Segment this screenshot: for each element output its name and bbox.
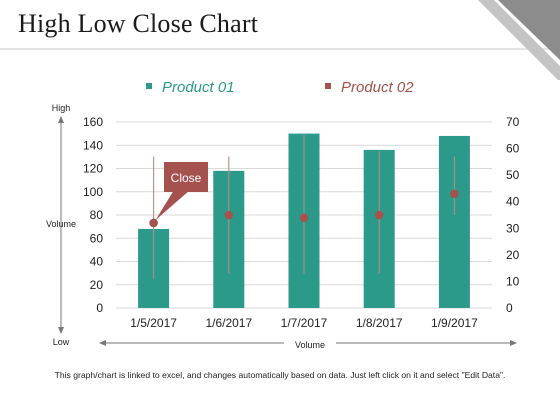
x-tick-label: 1/7/2017 bbox=[281, 316, 328, 330]
y-left-tick-label: 80 bbox=[90, 208, 104, 222]
y-right-tick-label: 70 bbox=[506, 115, 520, 129]
x-tick-label: 1/6/2017 bbox=[205, 316, 252, 330]
x-tick-label: 1/9/2017 bbox=[431, 316, 478, 330]
title-band: High Low Close Chart bbox=[0, 0, 560, 50]
left-axis-bottom-label: Low bbox=[53, 337, 70, 347]
close-marker bbox=[224, 210, 234, 220]
legend-label-product-01: Product 01 bbox=[162, 79, 235, 96]
bottom-axis-arrow-left bbox=[99, 340, 106, 346]
y-right-tick-label: 40 bbox=[506, 195, 520, 209]
y-right-tick-label: 10 bbox=[506, 274, 520, 288]
left-axis-arrow-bottom bbox=[58, 327, 64, 334]
x-tick-label: 1/5/2017 bbox=[130, 316, 177, 330]
y-right-tick-label: 0 bbox=[506, 301, 513, 315]
close-marker bbox=[374, 210, 384, 220]
y-left-tick-label: 20 bbox=[90, 278, 104, 292]
high-low-close-chart: 0 20 40 60 80 100 120 140 160 0 10 20 30 40 50 60 70 1/5/… bbox=[46, 79, 520, 350]
y-left-tick-label: 120 bbox=[83, 162, 103, 176]
y-left-tick-label: 160 bbox=[83, 115, 103, 129]
close-marker bbox=[299, 213, 309, 222]
x-tick-label: 1/8/2017 bbox=[356, 316, 403, 330]
callout-label: Close bbox=[171, 171, 202, 185]
bottom-axis-label-bg bbox=[284, 337, 336, 350]
legend-swatch-product-02 bbox=[325, 83, 331, 89]
bottom-axis-arrow-right bbox=[510, 340, 517, 346]
y-right-tick-label: 20 bbox=[506, 248, 520, 262]
left-axis-top-label: High bbox=[52, 103, 71, 113]
y-right-tick-label: 60 bbox=[506, 142, 520, 156]
callout-tail bbox=[155, 190, 190, 220]
page-title: High Low Close Chart bbox=[18, 9, 259, 38]
callout-box bbox=[164, 162, 208, 192]
y-left-tick-label: 60 bbox=[90, 231, 104, 245]
y-left-tick-label: 0 bbox=[96, 301, 103, 315]
left-axis-arrow-top bbox=[58, 116, 64, 123]
y-left-tick-label: 100 bbox=[83, 185, 103, 199]
y-right-tick-label: 30 bbox=[506, 221, 520, 235]
left-axis-mid-label: Volume bbox=[46, 219, 76, 229]
y-left-tick-label: 40 bbox=[90, 255, 104, 269]
y-left-tick-label: 140 bbox=[83, 138, 103, 152]
legend-swatch-product-01 bbox=[146, 83, 152, 89]
footnote: This graph/chart is linked to excel, and… bbox=[54, 370, 506, 380]
legend-label-product-02: Product 02 bbox=[341, 79, 414, 96]
bottom-axis-label: Volume bbox=[295, 340, 325, 350]
corner-decoration bbox=[478, 0, 560, 80]
close-marker bbox=[450, 189, 459, 199]
close-marker bbox=[149, 218, 158, 228]
y-right-tick-label: 50 bbox=[506, 168, 520, 182]
